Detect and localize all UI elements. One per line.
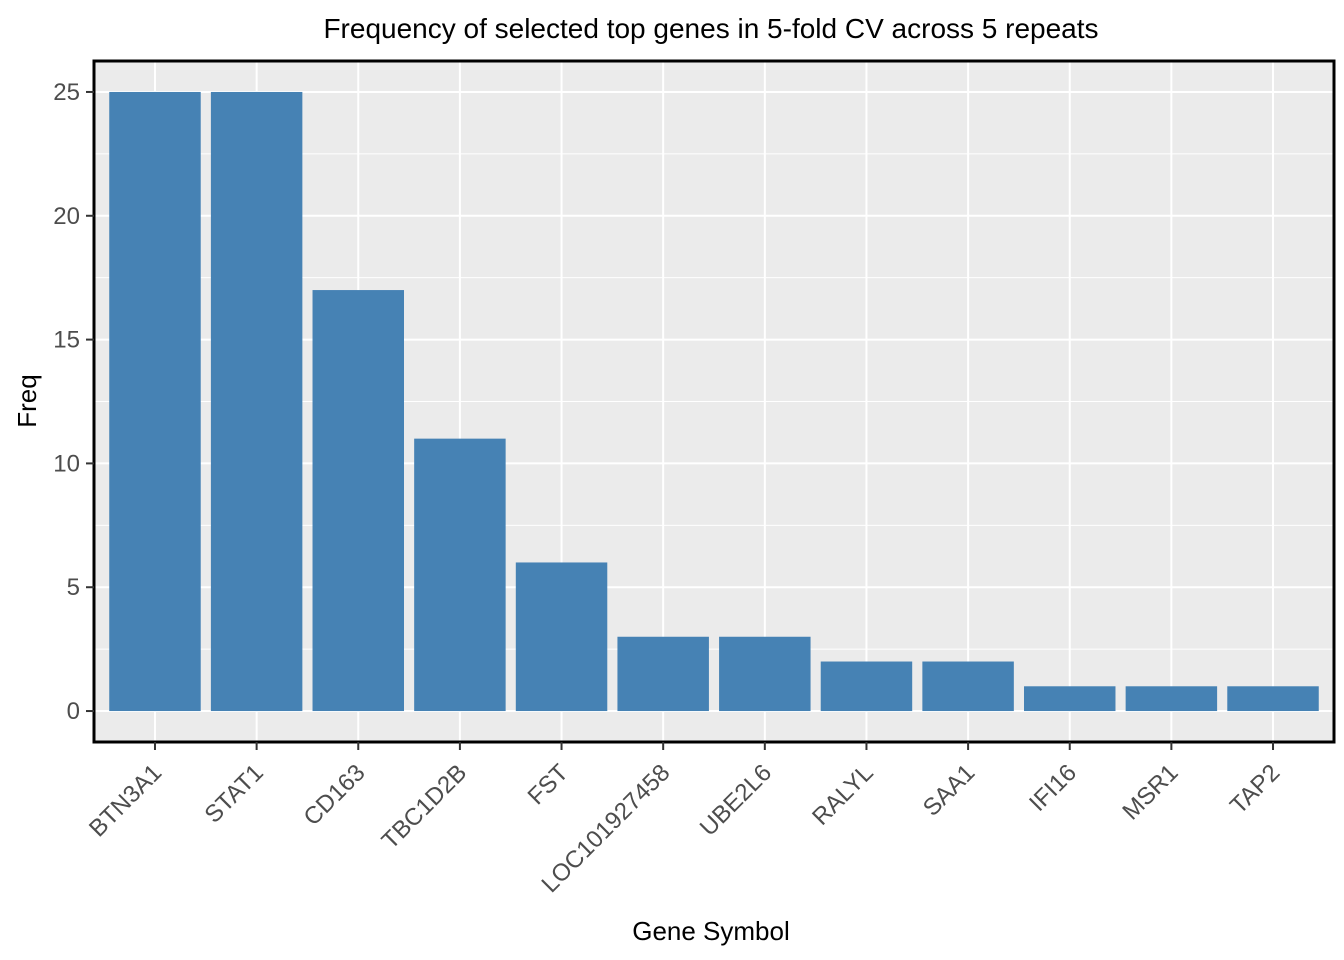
y-tick-label: 15 [53,327,80,354]
x-tick-label: SAA1 [918,759,980,821]
y-axis: 0 5 10 15 20 25 [53,79,94,725]
bar-stat1 [210,91,303,712]
bar-tbc1d2b [414,438,506,712]
x-tick-label: RALYL [807,759,879,831]
bar-msr1 [1125,686,1218,712]
y-tick-label: 5 [67,574,80,601]
bar-ifi16 [1024,686,1116,712]
x-tick-label: TAP2 [1225,759,1285,819]
bar-fst [515,562,608,712]
x-tick-label: IFI16 [1024,759,1082,817]
y-tick-label: 10 [53,450,80,477]
x-tick-label: BTN3A1 [84,759,167,842]
bars [109,91,1319,712]
bar-loc101927458 [617,636,709,712]
x-tick-label: CD163 [299,759,371,831]
bar-saa1 [922,661,1014,712]
bar-cd163 [312,290,404,712]
x-tick-label: MSR1 [1117,759,1183,825]
chart-title: Frequency of selected top genes in 5-fol… [323,13,1098,44]
x-tick-label: FST [523,759,574,810]
bar-ube2l6 [719,636,811,712]
panel-border [92,59,1336,744]
x-tick-label: TBC1D2B [377,759,472,854]
bar-ralyl [820,661,913,712]
x-axis-title: Gene Symbol [632,916,790,946]
y-tick-label: 20 [53,203,80,230]
y-axis-title: Freq [12,374,42,427]
x-tick-label: UBE2L6 [695,759,777,841]
x-tick-label: STAT1 [199,759,268,828]
y-tick-label: 25 [53,79,80,106]
bar-tap2 [1227,686,1319,712]
y-tick-label: 0 [67,698,80,725]
bar-btn3a1 [109,91,201,712]
